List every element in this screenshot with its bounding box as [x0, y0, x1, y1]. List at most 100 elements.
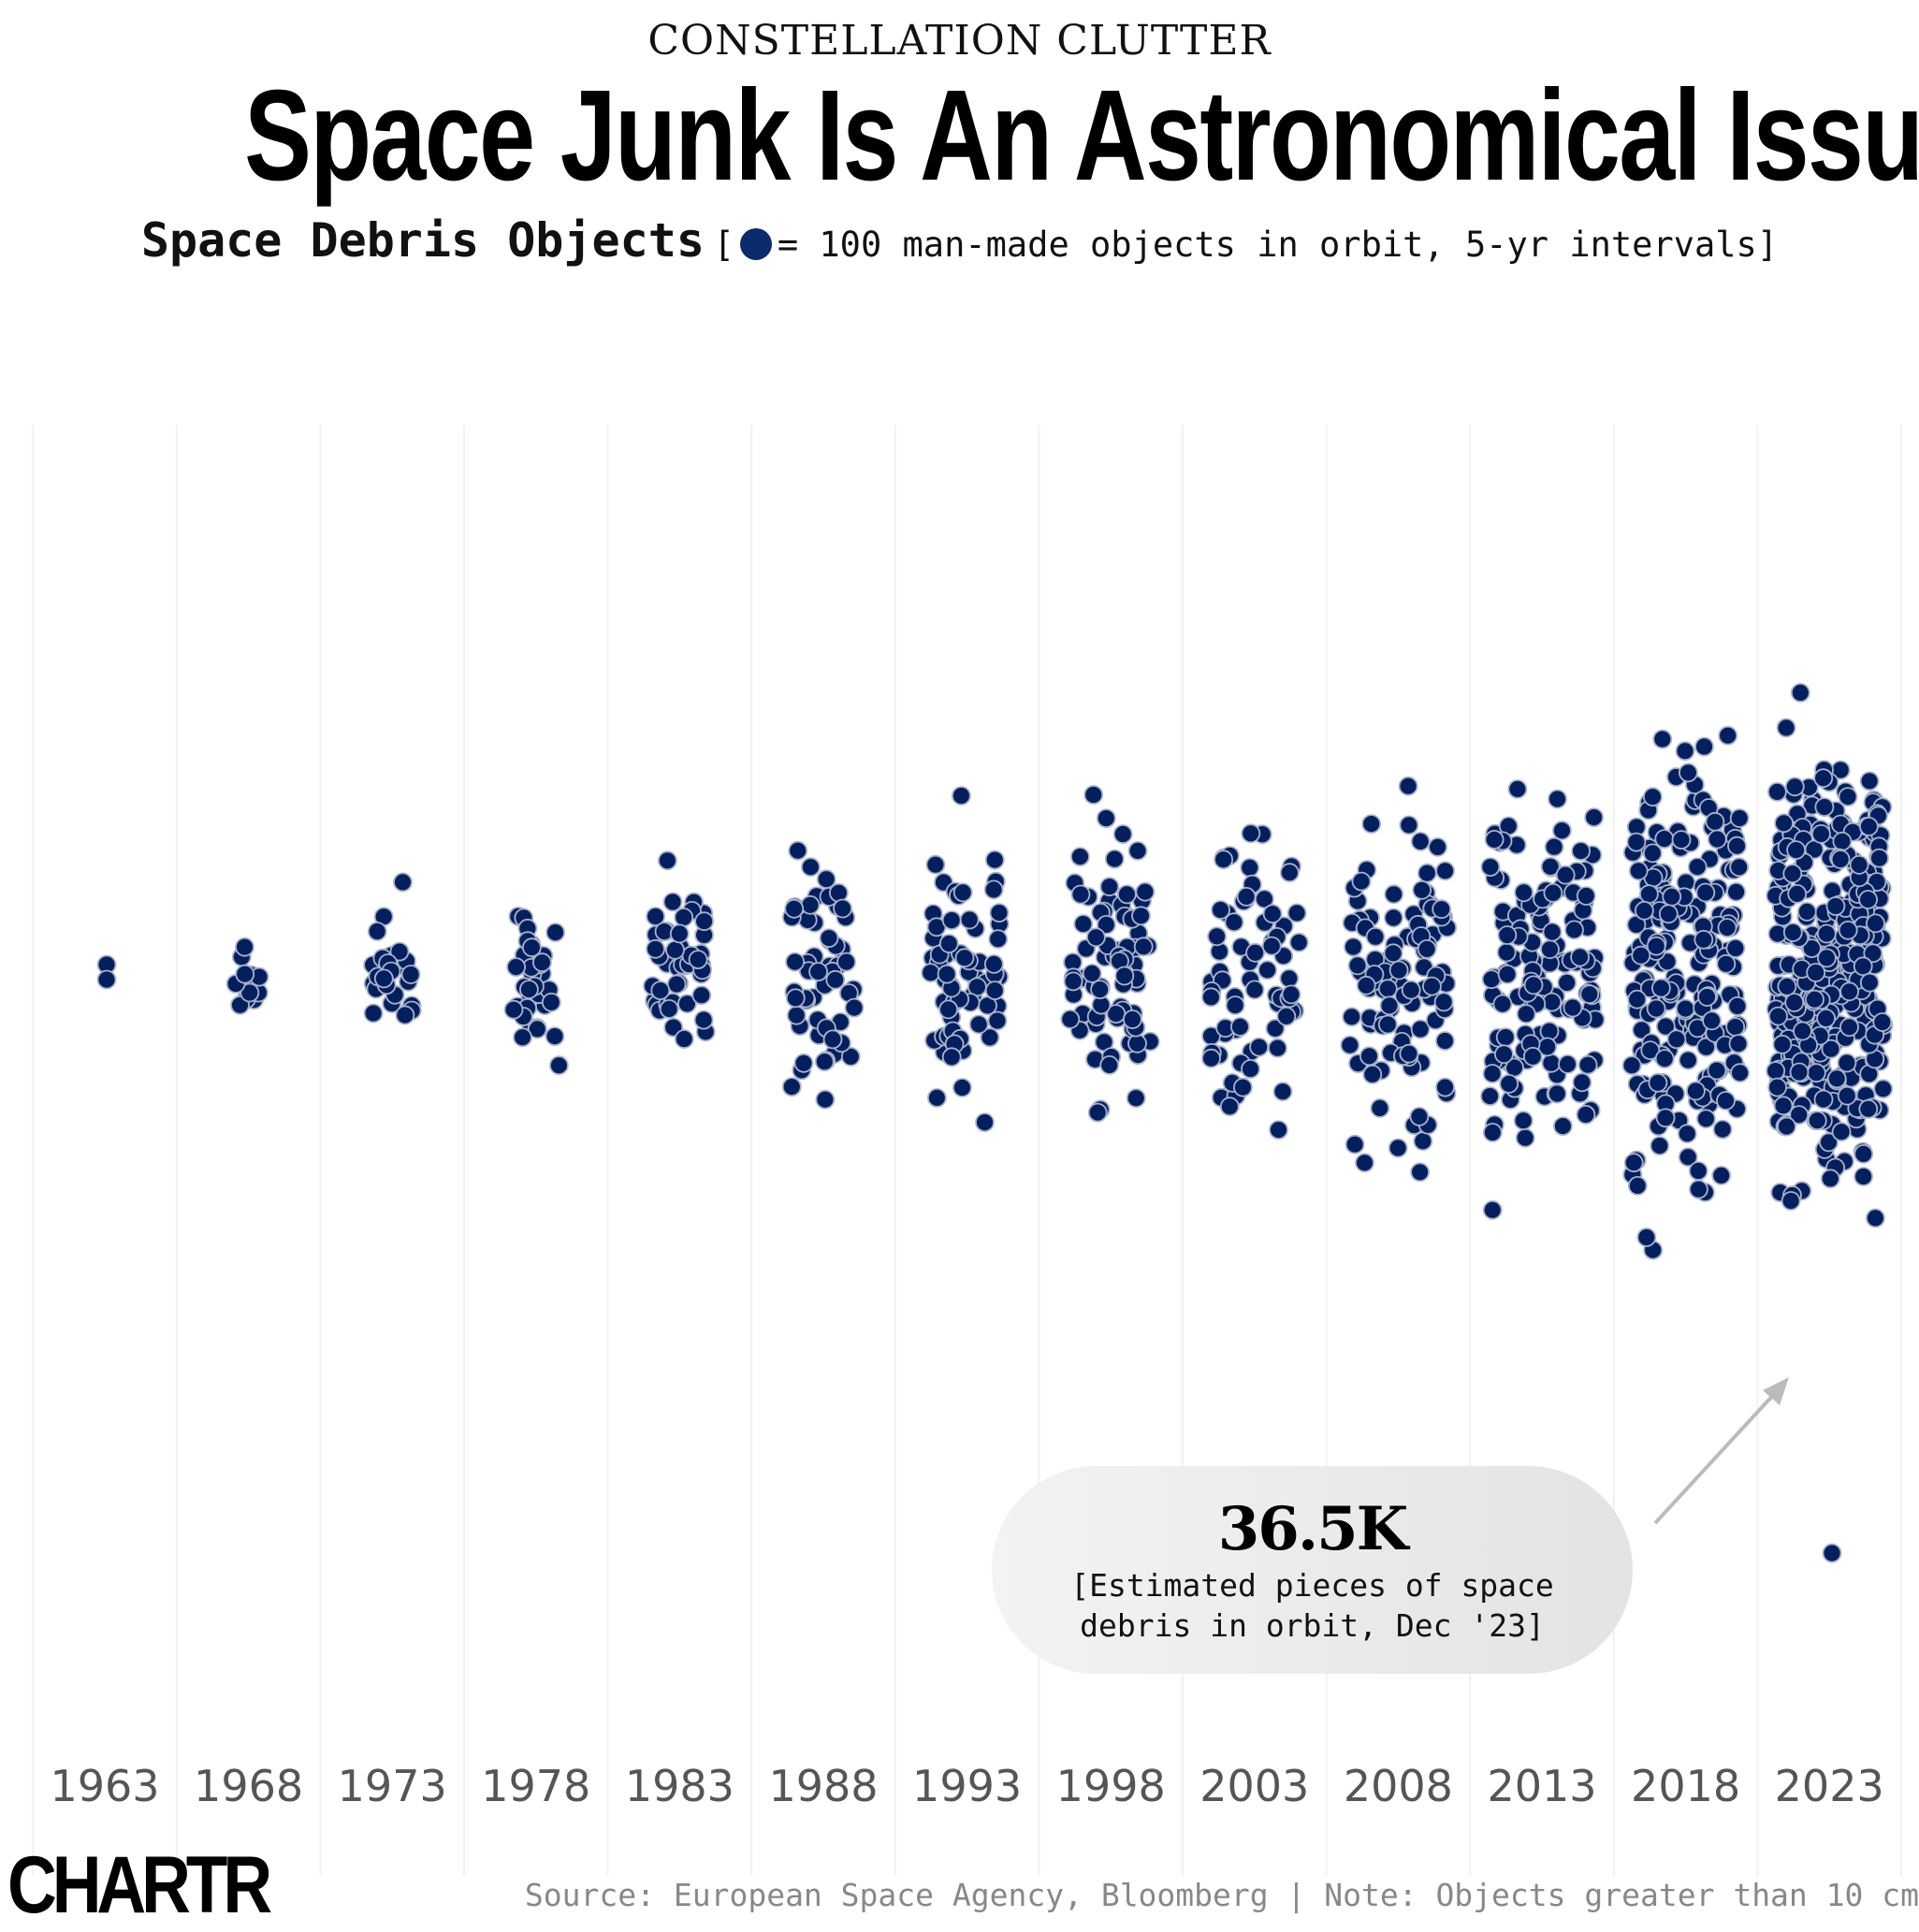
data-dot-2008 [1399, 815, 1419, 835]
data-dot-2013 [1570, 947, 1590, 967]
data-dot-2008 [1388, 960, 1409, 981]
data-dot-2008 [1413, 1131, 1433, 1152]
data-dot-1993 [941, 910, 962, 930]
data-dot-2008 [1435, 1077, 1455, 1097]
data-dot-1983 [666, 974, 687, 995]
data-dot-1993 [984, 981, 1005, 1000]
data-dot-2008 [1410, 1162, 1430, 1183]
data-dot-2008 [1355, 1153, 1374, 1173]
data-dot-2013 [1543, 883, 1563, 903]
data-dot-2008 [1377, 979, 1398, 999]
data-dot-2008 [1383, 943, 1403, 964]
x-tick-label: 1988 [768, 1761, 878, 1811]
data-dot-1993 [968, 1014, 989, 1035]
data-dot-2003 [1219, 1097, 1240, 1117]
data-dot-2008 [1401, 980, 1421, 1000]
data-dot-2013 [1540, 939, 1560, 960]
data-dot-1998 [1112, 824, 1133, 844]
data-dot-2018 [1725, 1017, 1746, 1037]
data-dot-1993 [952, 882, 973, 903]
data-dot-2023 [1806, 963, 1826, 982]
data-dot-2013 [1542, 922, 1563, 942]
data-dot-2003 [1211, 900, 1230, 920]
data-dot-1993 [921, 963, 941, 983]
data-dot-2023 [1838, 920, 1858, 940]
data-dot-2003 [1249, 1037, 1269, 1057]
data-dot-1993 [938, 999, 958, 1020]
data-dot-2023 [1838, 787, 1858, 806]
data-dot-2013 [1584, 807, 1604, 827]
data-dot-2003 [1244, 980, 1265, 1000]
data-dot-1988 [814, 1052, 835, 1072]
data-dot-2023 [1819, 1132, 1839, 1153]
data-dot-2018 [1671, 830, 1692, 850]
data-dot-2018 [1628, 861, 1649, 881]
annotation-line-1: [Estimated pieces of space [1070, 1567, 1554, 1604]
x-tick-label: 2003 [1199, 1761, 1309, 1811]
data-dot-2013 [1579, 984, 1600, 1005]
data-dot-2018 [1686, 1081, 1706, 1101]
data-dot-2018 [1678, 1147, 1698, 1168]
data-dot-2008 [1410, 1019, 1431, 1039]
data-dot-2003 [1281, 984, 1301, 1005]
data-dot-2013 [1572, 1072, 1592, 1093]
data-dot-2013 [1523, 975, 1544, 995]
data-dot-2018 [1705, 811, 1725, 832]
data-dot-2023 [1816, 1009, 1836, 1028]
data-dot-2018 [1694, 736, 1714, 757]
data-dot-2018 [1727, 835, 1747, 856]
data-dot-2018 [1642, 843, 1663, 864]
data-dot-2018 [1695, 882, 1716, 903]
data-dot-2008 [1340, 1035, 1360, 1055]
data-dot-1998 [1073, 914, 1094, 934]
data-dot-2018 [1631, 945, 1651, 966]
data-dot-2008 [1399, 1043, 1419, 1064]
data-dot-1983 [665, 940, 685, 960]
data-dot-1983 [674, 908, 694, 927]
data-dot-2023 [1863, 943, 1883, 964]
data-dot-2003 [1214, 850, 1233, 870]
data-dot-2018 [1648, 1072, 1668, 1093]
data-dot-2018 [1687, 857, 1708, 877]
data-dot-1983 [677, 994, 697, 1014]
data-dot-2013 [1480, 1086, 1500, 1106]
data-dot-2023 [1787, 884, 1808, 904]
data-dot-2008 [1410, 832, 1431, 851]
data-dot-2023 [1806, 1063, 1826, 1083]
data-dot-2023 [1813, 768, 1834, 789]
data-dot-1998 [1099, 1055, 1120, 1075]
data-dot-1998 [1127, 1033, 1147, 1053]
chart-title: Space Junk Is An Astronomical Issue [0, 62, 1919, 211]
data-dot-1978 [549, 1055, 569, 1076]
data-dot-1988 [840, 1047, 861, 1067]
data-dot-2023 [1777, 1116, 1796, 1137]
data-dot-2008 [1384, 884, 1404, 905]
data-dot-2018 [1643, 787, 1663, 807]
data-dot-2023 [1805, 989, 1825, 1010]
data-dot-2018 [1627, 989, 1648, 1010]
data-dot-2013 [1495, 1027, 1516, 1047]
data-dot-2023 [1839, 1017, 1859, 1038]
data-dot-1993 [983, 954, 1004, 974]
data-dot-2023 [1866, 1208, 1885, 1228]
data-dot-2008 [1345, 1134, 1365, 1155]
data-dot-1998 [1131, 906, 1151, 926]
data-dot-2008 [1361, 814, 1382, 834]
data-dot-1988 [800, 894, 821, 915]
data-dot-1998 [1083, 785, 1104, 805]
data-dot-2023 [1853, 956, 1873, 977]
data-dot-2023 [1866, 913, 1885, 934]
data-dot-1973 [367, 922, 387, 941]
data-dot-2013 [1552, 821, 1572, 841]
data-dot-2018 [1679, 763, 1698, 783]
data-dot-2008 [1344, 937, 1363, 957]
data-dot-2018 [1651, 978, 1671, 998]
data-dot-1983 [662, 892, 683, 912]
annotation-arrow [1653, 1390, 1778, 1525]
data-dot-1993 [984, 850, 1005, 870]
data-dot-2013 [1482, 1199, 1503, 1220]
data-dot-2018 [1718, 725, 1738, 746]
data-dot-2003 [1240, 858, 1260, 878]
data-dot-1998 [1126, 1088, 1146, 1109]
data-dot-2018 [1707, 829, 1727, 850]
